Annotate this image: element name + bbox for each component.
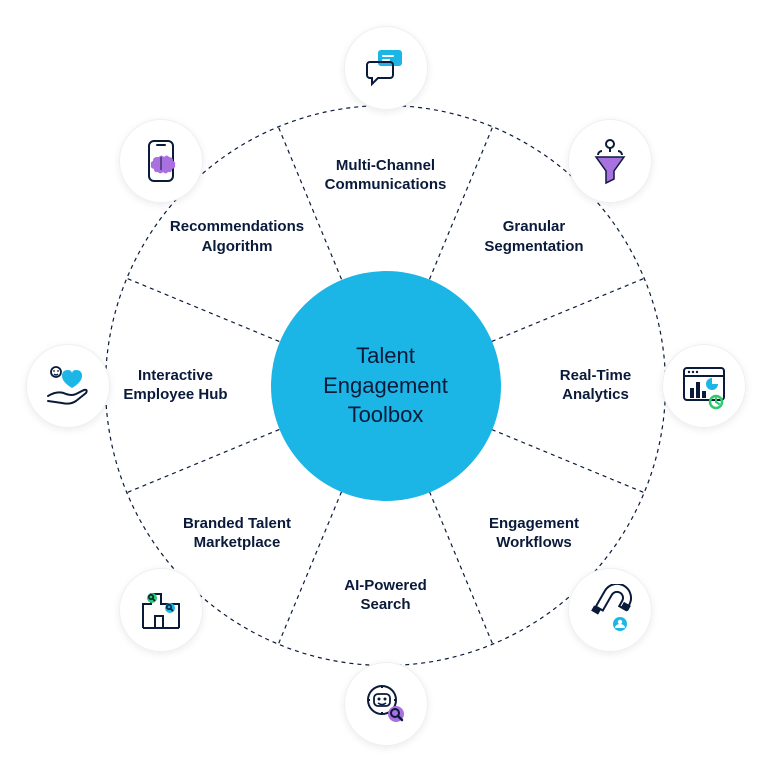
chat-icon	[344, 26, 428, 110]
segment-label: Recommendations Algorithm	[157, 217, 317, 256]
hand-heart-icon	[26, 344, 110, 428]
segment-label: Interactive Employee Hub	[96, 366, 256, 405]
segment-label: AI-Powered Search	[306, 576, 466, 615]
radial-diagram: Talent Engagement Toolbox Multi-Channel …	[0, 0, 771, 771]
segment-label: Engagement Workflows	[454, 514, 614, 553]
center-hub: Talent Engagement Toolbox	[271, 271, 501, 501]
analytics-icon	[662, 344, 746, 428]
center-label: Talent Engagement Toolbox	[323, 341, 448, 430]
segment-label: Real-Time Analytics	[516, 366, 676, 405]
funnel-icon	[568, 119, 652, 203]
segment-label: Branded Talent Marketplace	[157, 514, 317, 553]
marketplace-icon	[119, 568, 203, 652]
phone-brain-icon	[119, 119, 203, 203]
segment-label: Granular Segmentation	[454, 217, 614, 256]
segment-label: Multi-Channel Communications	[306, 156, 466, 195]
ai-search-icon	[344, 662, 428, 746]
